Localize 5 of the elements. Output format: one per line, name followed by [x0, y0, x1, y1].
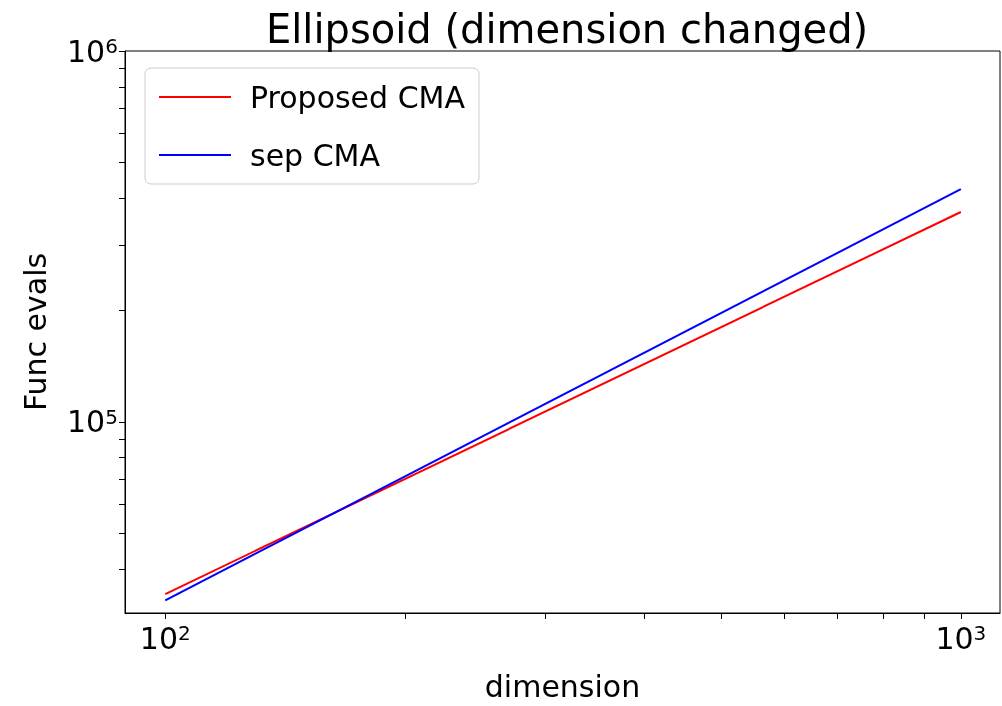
x-axis-title: dimension	[484, 668, 641, 704]
legend-label: Proposed CMA	[250, 79, 466, 115]
legend-label: sep CMA	[250, 137, 381, 173]
y-axis-title: Func evals	[17, 252, 53, 412]
chart-title: Ellipsoid (dimension changed)	[265, 6, 869, 52]
